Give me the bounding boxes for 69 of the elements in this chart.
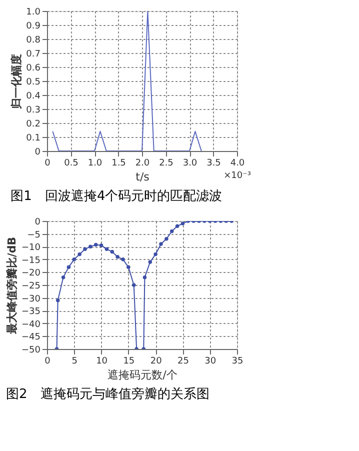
y-tick-label: 0.9 bbox=[26, 22, 41, 32]
x-tick-label: 0.5 bbox=[64, 158, 78, 168]
y-tick-label: 0.4 bbox=[26, 92, 41, 102]
y-tick-label: −40 bbox=[22, 320, 41, 330]
point bbox=[170, 229, 174, 234]
y-tick-label: −20 bbox=[22, 268, 41, 279]
point bbox=[116, 254, 120, 259]
point bbox=[126, 265, 130, 269]
y-tick-label: −30 bbox=[22, 294, 41, 304]
x-axis-title: t/s bbox=[136, 170, 150, 184]
y-tick-label: 0.8 bbox=[26, 36, 41, 46]
y-tick-label: −45 bbox=[22, 332, 40, 343]
point bbox=[99, 243, 104, 248]
point bbox=[180, 222, 185, 226]
point bbox=[159, 242, 163, 246]
x-tick-label: 35 bbox=[232, 356, 244, 366]
y-tick-label: 0 bbox=[34, 148, 41, 158]
x-tick-label: 3.0 bbox=[182, 158, 198, 168]
x-tick-label: 15 bbox=[123, 356, 135, 366]
point bbox=[72, 258, 76, 262]
x-tick-label: 4.0 bbox=[230, 158, 245, 168]
point bbox=[94, 242, 98, 247]
y-tick-label: −15 bbox=[22, 256, 40, 266]
text: 图1 回波遮掩4个码元时的匹配滤波 bbox=[10, 189, 222, 204]
x-tick-label: 0 bbox=[44, 356, 51, 366]
text: ×10⁻³ bbox=[224, 171, 252, 181]
x-tick-label: 10 bbox=[96, 356, 108, 366]
y-tick-label: −35 bbox=[22, 307, 40, 318]
point bbox=[56, 298, 60, 302]
point bbox=[83, 247, 87, 252]
y-tick-label: −25 bbox=[22, 282, 40, 292]
x-tick-label: 5 bbox=[72, 356, 78, 366]
x-tick-label: 1.0 bbox=[88, 158, 102, 168]
x-tick-label: 0 bbox=[44, 158, 51, 168]
y-tick-label: −50 bbox=[22, 346, 41, 356]
x-tick-label: 2.0 bbox=[135, 158, 150, 168]
point bbox=[104, 247, 109, 252]
y-axis-title: 归一化幅度 bbox=[10, 54, 24, 110]
y-tick-label: 0.7 bbox=[26, 50, 40, 60]
point bbox=[110, 250, 114, 254]
point bbox=[121, 258, 125, 262]
x-tick-label: 2.5 bbox=[159, 158, 174, 168]
x-tick-label: 30 bbox=[204, 356, 216, 366]
y-tick-label: 0 bbox=[34, 218, 41, 228]
x-tick-label: 3.5 bbox=[206, 158, 221, 168]
point bbox=[88, 244, 92, 248]
point bbox=[142, 275, 147, 280]
x-tick-label: 1.5 bbox=[112, 158, 126, 168]
point bbox=[132, 283, 136, 287]
point bbox=[175, 224, 180, 228]
y-tick-label: 0.2 bbox=[26, 120, 40, 130]
y-axis-title: 最大峰值旁瓣比/dB bbox=[6, 236, 19, 336]
y-tick-label: 0.6 bbox=[26, 64, 41, 74]
x-axis-title: 遮掩码元数/个 bbox=[108, 368, 178, 382]
point bbox=[66, 265, 71, 269]
y-tick-label: 0.1 bbox=[26, 134, 40, 144]
point bbox=[154, 252, 158, 256]
x-tick-label: 25 bbox=[177, 356, 189, 366]
y-tick-label: 0.3 bbox=[26, 106, 40, 116]
text: 图2 遮掩码元与峰值旁瓣的关系图 bbox=[6, 386, 210, 402]
y-tick-label: −10 bbox=[22, 243, 41, 254]
y-tick-label: 1.0 bbox=[26, 8, 41, 18]
y-tick-label: 0.5 bbox=[26, 78, 40, 88]
y-tick-label: −5 bbox=[27, 230, 40, 240]
point bbox=[164, 237, 168, 241]
x-tick-label: 20 bbox=[150, 356, 162, 366]
point bbox=[78, 252, 82, 256]
point bbox=[61, 275, 66, 280]
point bbox=[148, 260, 152, 264]
